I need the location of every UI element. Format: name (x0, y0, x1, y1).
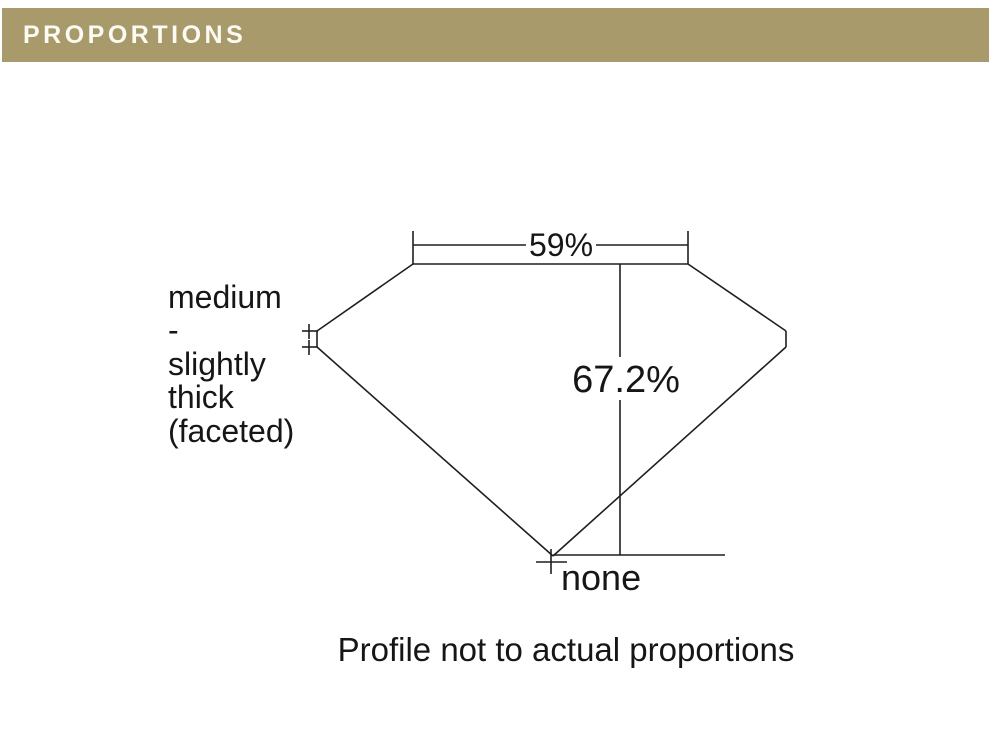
crown-right-line (687, 263, 787, 332)
pavilion-right-line (552, 346, 787, 557)
total-depth-percent-label: 67.2% (572, 359, 680, 401)
profile-caption: Profile not to actual proportions (338, 631, 795, 668)
girdle-description-label: medium - slightly thick (faceted) (168, 279, 294, 449)
table-width-dimension-line (412, 231, 689, 264)
section-title: PROPORTIONS (23, 20, 247, 49)
girdle-label-line-4: thick (168, 379, 235, 415)
table-size-percent-label: 59% (529, 227, 593, 263)
section-header-bar: PROPORTIONS (2, 8, 989, 62)
pavilion-left-line (316, 346, 554, 557)
culet-label: none (561, 557, 641, 598)
girdle-label-line-5: (faceted) (168, 413, 294, 449)
girdle-label-line-1: medium (168, 279, 282, 315)
crown-left-line (316, 263, 414, 332)
girdle-label-line-3: slightly (168, 346, 266, 382)
culet-cross-mark (536, 549, 567, 574)
girdle-tick-marks (302, 324, 318, 355)
diamond-outline (316, 263, 787, 557)
girdle-label-line-2: - (168, 312, 179, 348)
